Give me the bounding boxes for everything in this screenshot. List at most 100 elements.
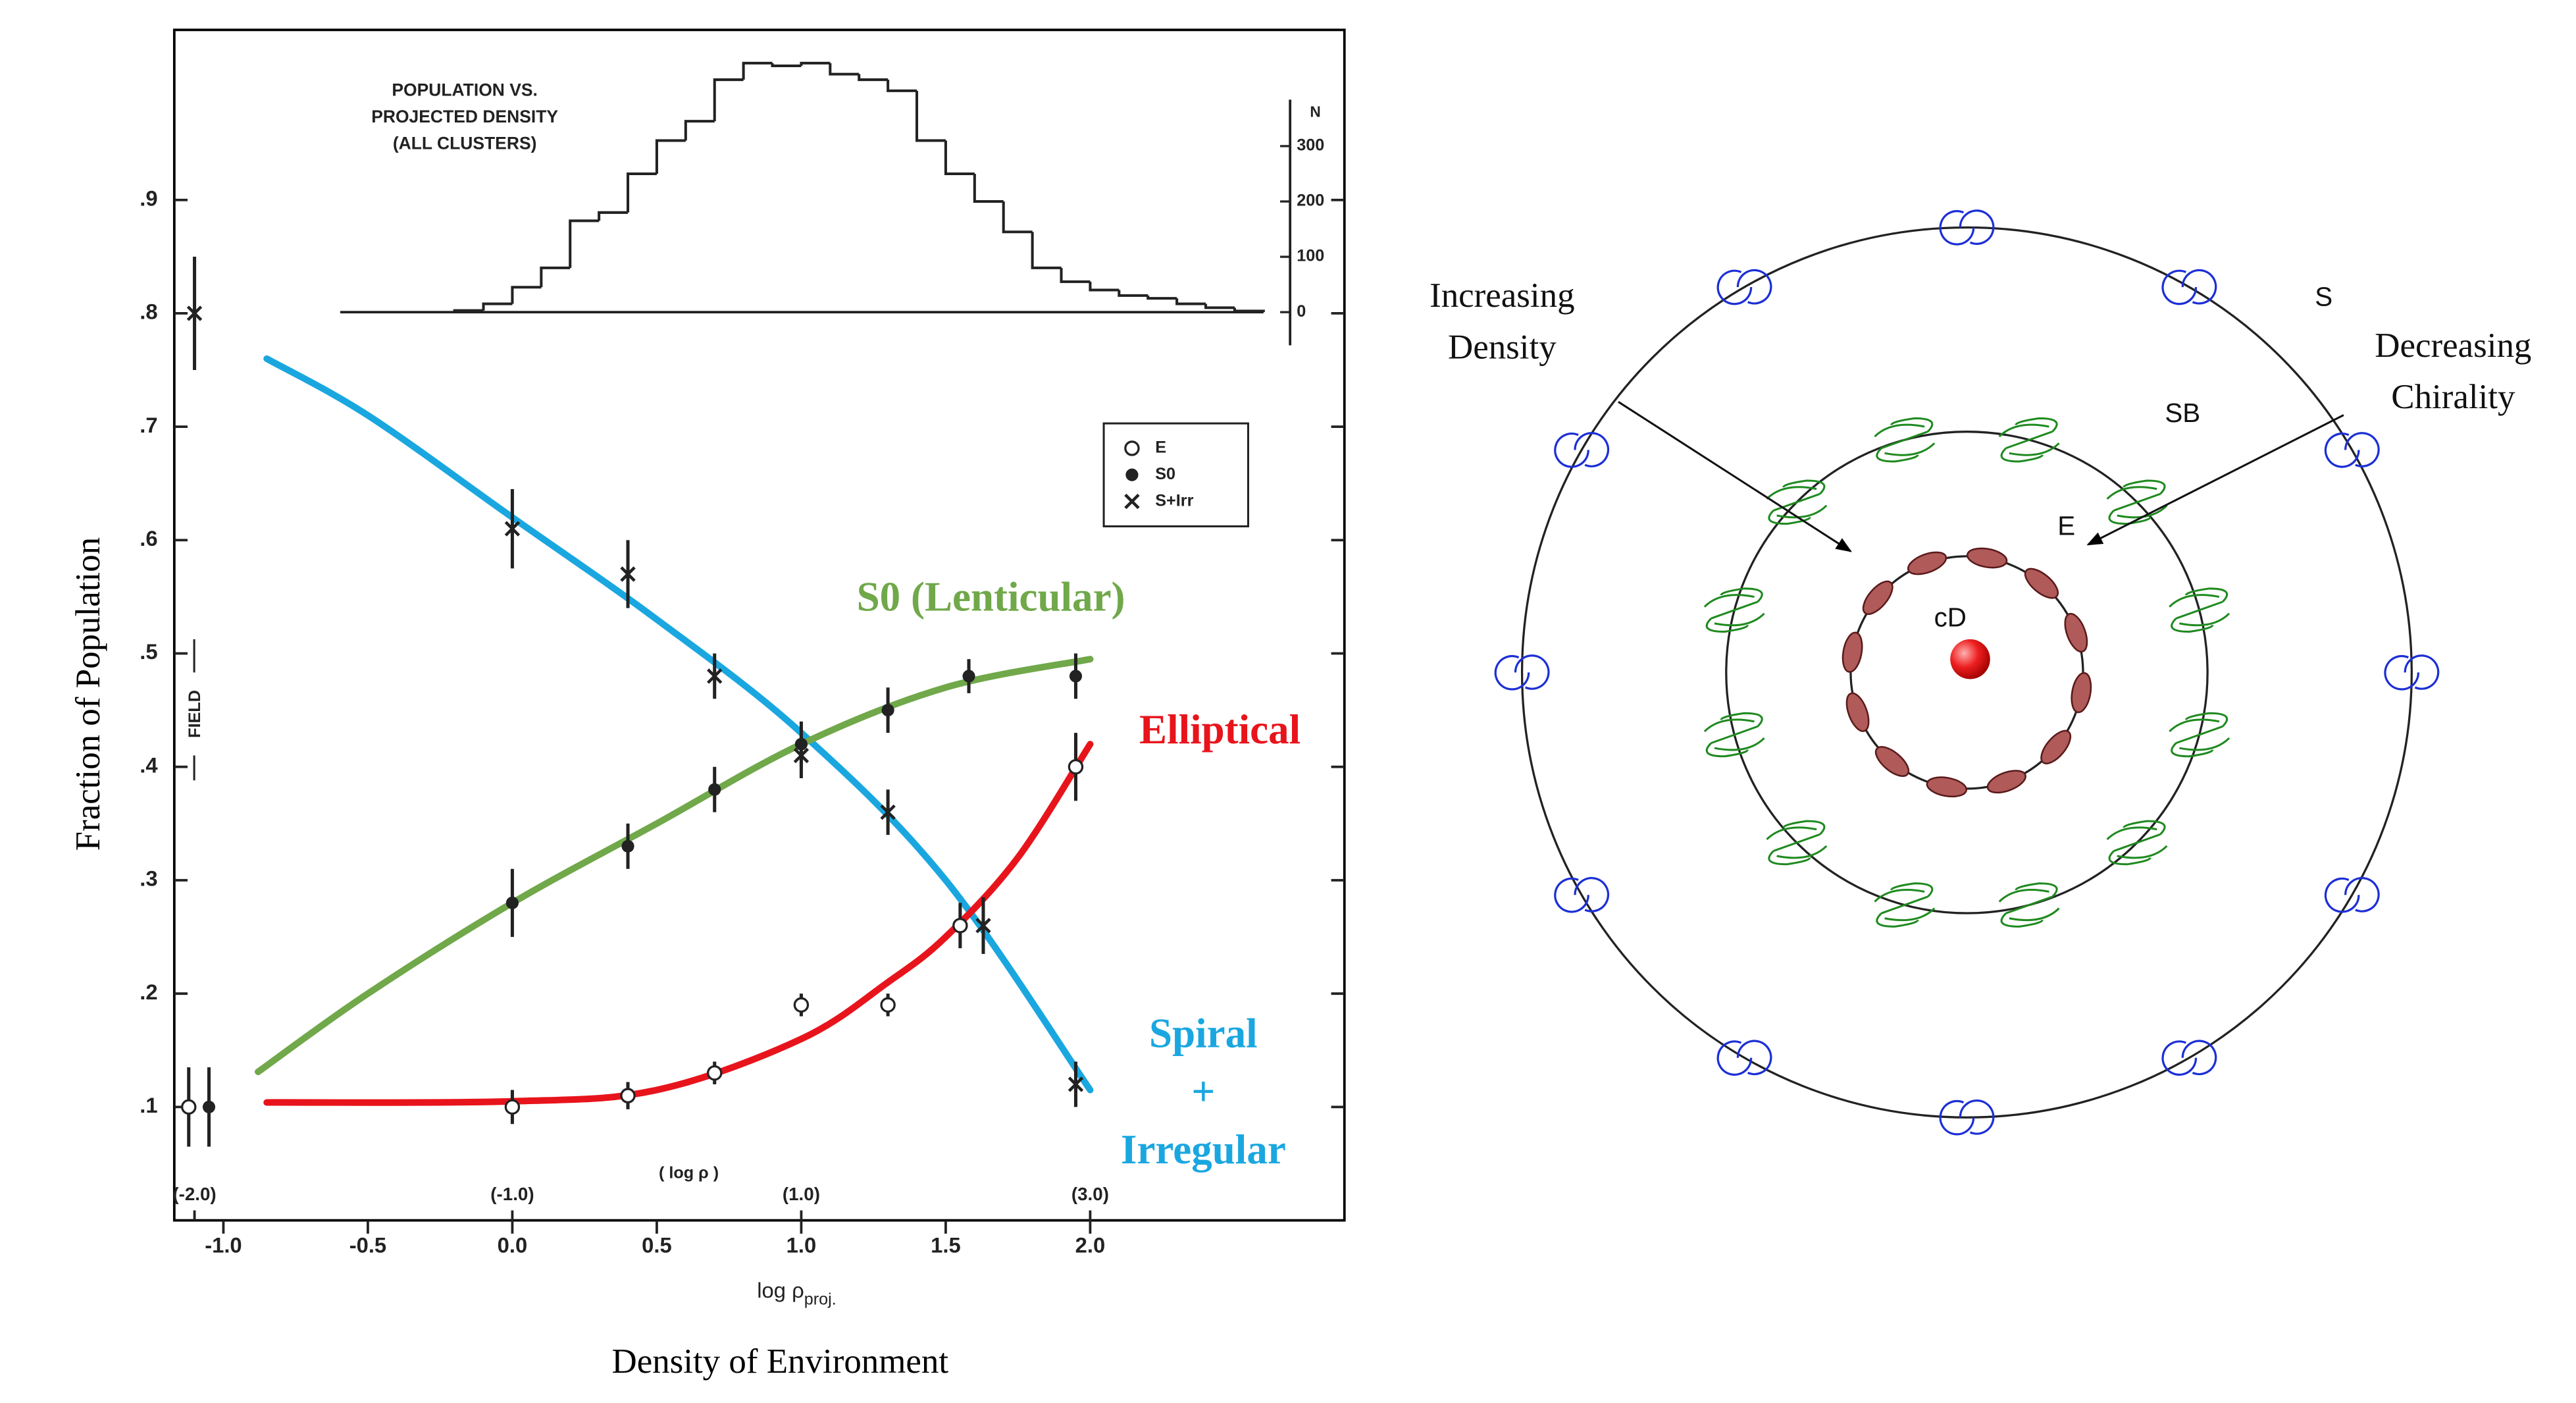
hist-bar: [742, 61, 773, 80]
hist-bar: [569, 219, 600, 268]
plot-frame: [172, 28, 1346, 1222]
x-tick-label: 0.0: [498, 1233, 528, 1257]
point: [975, 918, 991, 934]
hist-bar: [858, 74, 889, 82]
point: [707, 1065, 723, 1081]
x2-tick-label: (-1.0): [490, 1184, 534, 1204]
point: [202, 1100, 216, 1113]
arrow: [1618, 401, 1852, 552]
spiral-galaxy: [1554, 432, 1610, 468]
hist-bar: [829, 63, 860, 76]
hist-bar: [511, 286, 542, 304]
x-tick-label: 1.0: [786, 1233, 817, 1257]
elliptical-galaxy: [1986, 770, 2026, 794]
x-tick-label: 0.5: [642, 1233, 672, 1257]
hist-title: PROJECTED DENSITY: [371, 107, 558, 126]
point: [793, 747, 810, 764]
ring: [1520, 226, 2413, 1119]
annotation: Increasing: [1430, 277, 1574, 315]
point: [1068, 759, 1084, 775]
ring-label: cD: [1934, 602, 1967, 632]
ring-label: SB: [2165, 398, 2200, 428]
hist-bar: [655, 139, 686, 174]
y-tick-label: .6: [140, 526, 157, 550]
legend-marker: [1125, 468, 1139, 481]
spiral-galaxy: [1716, 269, 1772, 305]
x-axis-label-sub: proj.: [804, 1290, 837, 1308]
hist-y-tick-label: 200: [1297, 192, 1324, 210]
spiral-galaxy: [2161, 1040, 2217, 1076]
spiral-galaxy: [2324, 877, 2380, 913]
point: [708, 783, 721, 796]
x2-axis-label: ( log ρ ): [659, 1164, 719, 1182]
elliptical-galaxy: [2071, 672, 2092, 714]
barred-galaxy: [1998, 882, 2060, 928]
hist-bar: [1002, 201, 1033, 234]
x-axis-label-main: log ρ: [757, 1278, 804, 1302]
point: [504, 521, 521, 537]
hist-bar: [627, 172, 657, 213]
ring-label: E: [2057, 511, 2075, 541]
point: [1068, 1076, 1084, 1092]
x-tick-label: -1.0: [205, 1233, 242, 1257]
ring: [1725, 431, 2209, 914]
curve-label: Spiral: [1149, 1011, 1258, 1057]
hist-bar: [482, 302, 513, 311]
hist-bar: [1031, 232, 1062, 269]
point: [880, 997, 896, 1013]
y-tick-label: .4: [140, 753, 158, 777]
elliptical-galaxy: [1874, 746, 1910, 778]
point: [1069, 670, 1083, 683]
field-label: FIELD: [186, 690, 204, 738]
hist-bar: [887, 80, 917, 92]
hist-bar: [1233, 307, 1265, 313]
hist-bar: [915, 90, 946, 142]
point: [962, 670, 975, 683]
point: [186, 305, 203, 321]
barred-galaxy: [2169, 587, 2230, 633]
hist-bar: [800, 61, 831, 66]
y-tick-label: .3: [140, 866, 157, 891]
hist-bar: [684, 120, 715, 141]
hist-y-tick-label: 100: [1297, 247, 1324, 265]
y-tick-label: .8: [140, 300, 157, 324]
elliptical-galaxy: [1842, 631, 1863, 673]
barred-galaxy: [1998, 417, 2060, 463]
y-tick-label: .1: [140, 1093, 157, 1117]
y-tick-label: .5: [140, 639, 157, 664]
spiral-galaxy: [1554, 877, 1610, 913]
legend-label: E: [1155, 438, 1166, 457]
y-tick-label: .7: [140, 413, 157, 437]
spiral-galaxy: [2161, 269, 2217, 305]
point: [880, 804, 896, 820]
barred-galaxy: [1874, 882, 1936, 928]
x2-tick-label: (3.0): [1071, 1184, 1109, 1204]
barred-galaxy: [1703, 712, 1765, 758]
barred-galaxy: [2169, 712, 2230, 758]
elliptical-galaxy: [1862, 580, 1893, 615]
hist-bar: [1146, 295, 1177, 300]
elliptical-galaxy: [2040, 729, 2072, 764]
elliptical-galaxy: [2064, 612, 2088, 653]
point: [621, 839, 634, 853]
legend-marker: [1124, 440, 1140, 456]
hist-y-label: N: [1310, 103, 1320, 120]
barred-galaxy: [2106, 479, 2168, 525]
hist-bar: [771, 63, 802, 68]
hist-y-tick-label: 0: [1297, 302, 1306, 321]
annotation: Density: [1448, 328, 1557, 366]
hist-bar: [1089, 281, 1120, 292]
barred-galaxy: [1766, 479, 1828, 525]
elliptical-galaxy: [2024, 568, 2059, 599]
curve-label: S0 (Lenticular): [857, 573, 1125, 620]
y-tick-label: .2: [140, 980, 157, 1004]
hist-title: (ALL CLUSTERS): [393, 133, 537, 153]
arrow: [2086, 414, 2344, 546]
barred-galaxy: [1766, 820, 1828, 866]
spiral-galaxy: [1939, 1099, 1995, 1136]
barred-galaxy: [1874, 417, 1936, 463]
annotation: Decreasing: [2375, 327, 2531, 365]
hist-bar: [1118, 290, 1148, 297]
